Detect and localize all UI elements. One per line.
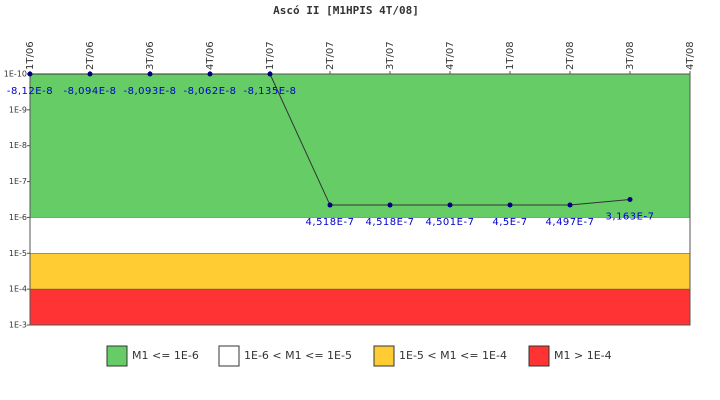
x-tick-label: 1T/06 bbox=[25, 41, 36, 70]
legend-label: M1 > 1E-4 bbox=[554, 349, 612, 362]
x-tick-label: 4T/07 bbox=[445, 41, 456, 70]
band bbox=[29, 73, 691, 218]
legend-label: 1E-6 < M1 <= 1E-5 bbox=[244, 349, 352, 362]
data-label: 3,163E-7 bbox=[606, 212, 655, 223]
data-label: -8,093E-8 bbox=[123, 86, 176, 97]
data-label: 4,5E-7 bbox=[492, 217, 527, 228]
data-label: 4,518E-7 bbox=[306, 217, 355, 228]
data-label: 4,518E-7 bbox=[366, 217, 415, 228]
y-tick-label: 1E-3 bbox=[9, 321, 27, 330]
x-tick-label: 2T/06 bbox=[85, 41, 96, 70]
point bbox=[267, 71, 273, 77]
x-tick-label: 4T/08 bbox=[685, 41, 696, 70]
band bbox=[29, 217, 691, 254]
data-label: -8,135E-8 bbox=[243, 86, 296, 97]
legend-swatch bbox=[106, 345, 128, 367]
data-label: 4,497E-7 bbox=[546, 217, 595, 228]
point bbox=[387, 202, 393, 208]
legend-swatch bbox=[373, 345, 395, 367]
legend-swatch bbox=[218, 345, 240, 367]
x-tick-label: 4T/06 bbox=[205, 41, 216, 70]
x-tick-label: 3T/08 bbox=[625, 41, 636, 70]
x-tick-label: 2T/07 bbox=[325, 41, 336, 70]
data-label: 4,501E-7 bbox=[426, 217, 475, 228]
point bbox=[567, 202, 573, 208]
data-label: -8,094E-8 bbox=[63, 86, 116, 97]
y-tick-label: 1E-5 bbox=[9, 249, 27, 258]
x-tick-label: 1T/07 bbox=[265, 41, 276, 70]
y-tick-label: 1E-8 bbox=[9, 141, 27, 150]
y-tick-label: 1E-4 bbox=[9, 285, 27, 294]
data-label: -8,12E-8 bbox=[7, 86, 53, 97]
data-label: -8,062E-8 bbox=[183, 86, 236, 97]
point bbox=[507, 202, 513, 208]
y-tick-label: 1E-9 bbox=[9, 105, 27, 114]
legend-label: 1E-5 < M1 <= 1E-4 bbox=[399, 349, 507, 362]
point bbox=[87, 71, 93, 77]
legend-swatch bbox=[528, 345, 550, 367]
point bbox=[627, 197, 633, 203]
x-tick-label: 1T/08 bbox=[505, 41, 516, 70]
band bbox=[29, 288, 691, 326]
point bbox=[207, 71, 213, 77]
point bbox=[447, 202, 453, 208]
plot-frame bbox=[29, 73, 691, 326]
y-tick-label: 1E-7 bbox=[9, 177, 27, 186]
point bbox=[327, 202, 333, 208]
chart-title: Ascó II [M1HPIS 4T/08] bbox=[273, 4, 419, 17]
point bbox=[147, 71, 153, 77]
point bbox=[27, 71, 33, 77]
x-tick-label: 3T/06 bbox=[145, 41, 156, 70]
y-tick-label: 1E-10 bbox=[4, 70, 27, 79]
x-tick-label: 2T/08 bbox=[565, 41, 576, 70]
y-tick-label: 1E-6 bbox=[9, 213, 27, 222]
band bbox=[29, 253, 691, 290]
legend-label: M1 <= 1E-6 bbox=[132, 349, 199, 362]
x-tick-label: 3T/07 bbox=[385, 41, 396, 70]
